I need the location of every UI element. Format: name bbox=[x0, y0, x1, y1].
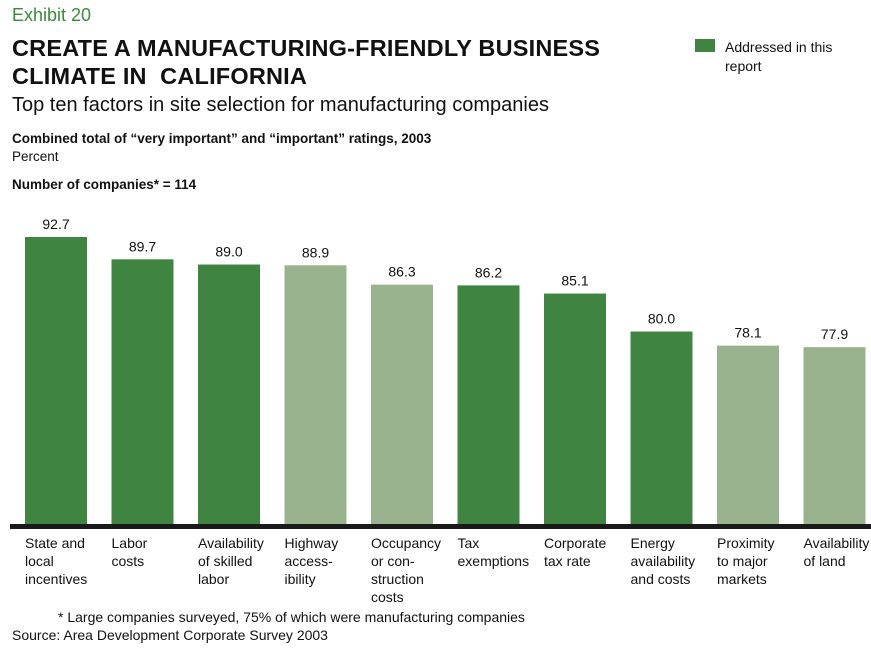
bar bbox=[457, 285, 520, 525]
bar bbox=[371, 284, 433, 525]
bar bbox=[717, 345, 779, 525]
bar bbox=[803, 347, 866, 525]
sample-size-label: Number of companies* = 114 bbox=[12, 177, 197, 192]
data-label: 85.1 bbox=[561, 273, 588, 289]
bar bbox=[284, 265, 347, 525]
chart-title-line: CREATE A MANUFACTURING-FRIENDLY BUSINESS bbox=[12, 35, 601, 61]
data-label: 86.3 bbox=[388, 264, 415, 280]
data-label: 89.0 bbox=[215, 244, 242, 260]
legend-label: Addressed in this report bbox=[725, 39, 833, 74]
category-label: Proximity to major markets bbox=[717, 535, 775, 587]
category-label: State and local incentives bbox=[25, 535, 87, 587]
data-label: 80.0 bbox=[648, 311, 675, 327]
chart-subtitle: Top ten factors in site selection for ma… bbox=[12, 94, 549, 116]
exhibit-number: Exhibit 20 bbox=[12, 5, 92, 25]
measure-label: Combined total of “very important” and “… bbox=[12, 131, 432, 146]
data-label: 89.7 bbox=[129, 238, 156, 254]
bar bbox=[544, 293, 606, 525]
chart-title-line: CLIMATE IN CALIFORNIA bbox=[12, 63, 308, 89]
category-label: Occupancy or con-struction costs bbox=[371, 535, 441, 605]
bar bbox=[25, 237, 87, 525]
data-label: 88.9 bbox=[302, 244, 329, 260]
bar bbox=[198, 264, 260, 525]
category-label: Energy availability and costs bbox=[631, 535, 696, 587]
bar bbox=[630, 331, 693, 525]
footnote: * Large companies surveyed, 75% of which… bbox=[58, 609, 525, 625]
legend-swatch bbox=[695, 39, 715, 52]
category-label: Labor costs bbox=[112, 535, 148, 569]
data-label: 77.9 bbox=[821, 326, 848, 342]
category-label: Highway access-ibility bbox=[285, 535, 339, 587]
category-label: Tax exemptions bbox=[458, 535, 530, 569]
unit-label: Percent bbox=[12, 149, 59, 164]
x-axis-line bbox=[10, 524, 871, 529]
category-label: Corporate tax rate bbox=[544, 535, 606, 569]
bar bbox=[111, 259, 174, 525]
data-label: 86.2 bbox=[475, 264, 502, 280]
category-label: Availability of skilled labor bbox=[198, 535, 264, 587]
category-label: Availability of land bbox=[804, 535, 870, 569]
data-label: 78.1 bbox=[734, 325, 761, 341]
data-label: 92.7 bbox=[42, 216, 69, 232]
chart-title: CREATE A MANUFACTURING-FRIENDLY BUSINESS… bbox=[12, 34, 692, 90]
source-note: Source: Area Development Corporate Surve… bbox=[12, 627, 328, 643]
